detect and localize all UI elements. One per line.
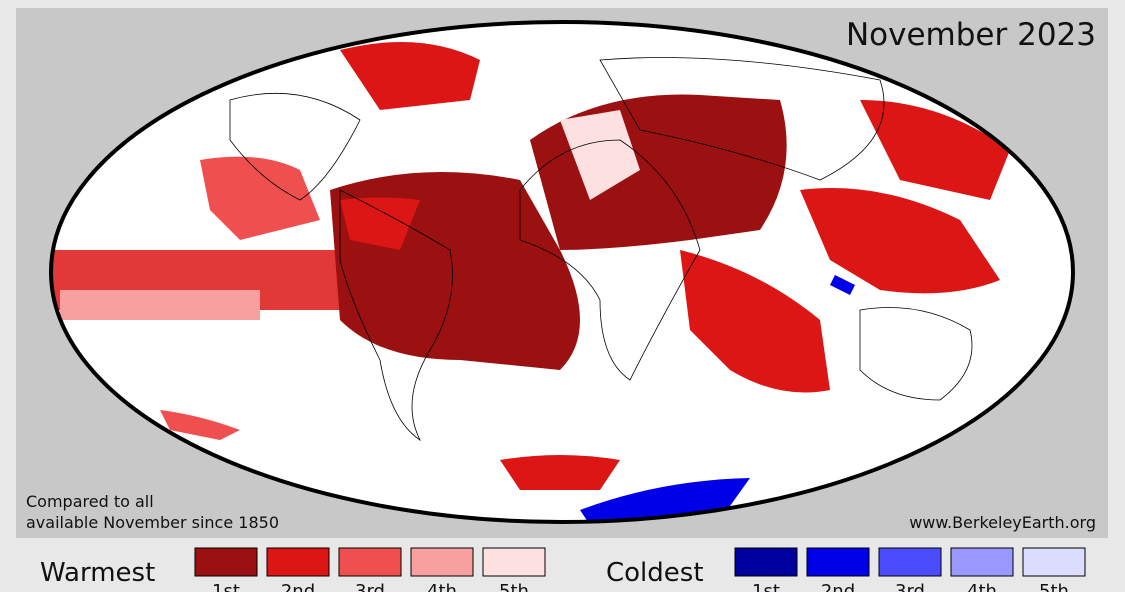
legend-swatch <box>734 547 798 577</box>
legend-rank: 3rd <box>355 581 385 592</box>
legend-rank: 4th <box>967 581 997 592</box>
legend-rank: 2nd <box>821 581 855 592</box>
note-line: Compared to all <box>26 492 154 511</box>
legend-rank: 4th <box>427 581 457 592</box>
legend-swatch <box>338 547 402 577</box>
legend-rank: 5th <box>499 581 529 592</box>
legend-swatch <box>878 547 942 577</box>
source-link: www.BerkeleyEarth.org <box>909 513 1096 532</box>
legend-swatch <box>950 547 1014 577</box>
legend-swatch <box>806 547 870 577</box>
legend-title: Coldest <box>606 558 704 588</box>
globe-outline <box>49 20 1075 524</box>
legend: Warmest 1st 2nd 3rd 4th 5th Coldest 1st 2nd 3rd 4t… <box>40 547 1086 592</box>
legend-rank: 1st <box>752 581 780 592</box>
legend-swatch <box>194 547 258 577</box>
legend-swatch <box>266 547 330 577</box>
note-line: available November since 1850 <box>26 513 279 532</box>
legend-swatch <box>1022 547 1086 577</box>
legend-title: Warmest <box>40 558 155 588</box>
legend-rank: 1st <box>212 581 240 592</box>
coastlines <box>229 57 973 442</box>
anomaly-regions <box>51 42 1010 522</box>
legend-rank: 5th <box>1039 581 1069 592</box>
legend-swatch <box>482 547 546 577</box>
legend-swatch <box>410 547 474 577</box>
map-title: November 2023 <box>846 17 1096 53</box>
legend-rank: 2nd <box>281 581 315 592</box>
legend-rank: 3rd <box>895 581 925 592</box>
